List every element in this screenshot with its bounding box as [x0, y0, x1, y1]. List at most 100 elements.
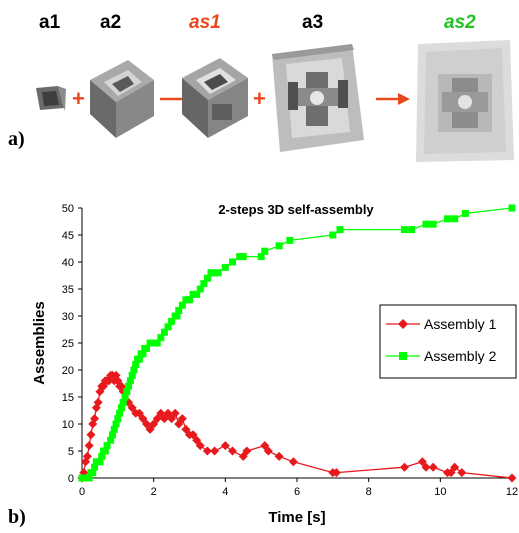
label-a2: a2: [100, 12, 122, 33]
panel-b-letter: b): [8, 506, 26, 528]
data-point: [98, 452, 106, 460]
legend-entry-assembly-1: Assembly 1: [386, 316, 497, 332]
x-tick-label: 2: [151, 486, 157, 498]
y-tick-label: 25: [62, 338, 74, 350]
data-point: [117, 404, 125, 412]
data-point: [202, 446, 212, 456]
chart-title: 2-steps 3D self-assembly: [218, 202, 374, 217]
y-tick-label: 40: [62, 257, 74, 269]
component-as2-image: [416, 40, 514, 162]
data-point: [91, 463, 99, 471]
legend-marker-diamond-icon: [398, 319, 408, 329]
data-point: [89, 469, 97, 477]
data-point: [82, 451, 92, 461]
data-point: [132, 361, 140, 369]
data-point: [189, 290, 197, 298]
data-point: [408, 226, 416, 234]
label-as2: as2: [444, 12, 476, 33]
data-point: [157, 334, 165, 342]
data-point: [125, 382, 133, 390]
label-as1: as1: [189, 12, 221, 33]
component-as1-image: [182, 58, 248, 138]
data-point: [114, 415, 122, 423]
data-point: [107, 436, 115, 444]
component-a1-image: [36, 86, 66, 111]
data-point: [168, 317, 176, 325]
data-point: [257, 253, 265, 261]
arrow-2-icon: [376, 93, 410, 105]
data-point: [331, 468, 341, 478]
data-point: [85, 474, 93, 482]
data-point: [200, 280, 208, 288]
data-point: [130, 366, 138, 374]
data-point: [177, 414, 187, 424]
data-point: [228, 446, 237, 456]
data-point: [428, 462, 438, 472]
data-point: [239, 253, 247, 261]
plus-operator-1: +: [72, 86, 85, 111]
component-a2-image: [90, 60, 154, 138]
data-point: [143, 344, 150, 352]
data-point: [123, 388, 131, 396]
data-point: [182, 296, 190, 304]
data-point: [146, 339, 154, 347]
legend-marker-square-icon: [399, 352, 407, 360]
y-axis-label: Assemblies: [31, 301, 48, 384]
data-point: [112, 420, 120, 428]
data-point: [78, 474, 86, 482]
x-tick-label: 8: [366, 486, 372, 498]
x-tick-label: 4: [222, 486, 228, 498]
data-point: [236, 253, 244, 261]
component-a3-image: [272, 44, 364, 152]
data-point: [422, 220, 430, 228]
data-point: [507, 473, 517, 483]
y-tick-label: 0: [68, 473, 74, 485]
data-point: [90, 414, 100, 424]
label-a3: a3: [302, 12, 324, 33]
label-a1: a1: [39, 12, 61, 33]
data-point: [150, 339, 158, 347]
data-point: [93, 397, 103, 407]
data-point: [108, 431, 116, 439]
data-point: [288, 457, 298, 467]
data-point: [196, 285, 204, 293]
data-point: [126, 377, 134, 385]
data-point: [175, 307, 183, 315]
data-point: [400, 462, 409, 472]
data-point: [116, 409, 124, 417]
data-point: [275, 242, 283, 250]
data-point: [203, 274, 211, 282]
data-point: [92, 458, 100, 466]
data-point: [103, 442, 111, 450]
data-point: [401, 226, 408, 234]
data-point: [429, 220, 437, 228]
y-tick-label: 20: [62, 365, 74, 377]
data-point: [121, 393, 129, 401]
data-point: [220, 441, 230, 451]
y-tick-label: 30: [62, 311, 74, 323]
data-point: [84, 441, 94, 451]
data-point: [110, 425, 118, 433]
y-tick-label: 45: [62, 230, 74, 242]
data-point: [229, 258, 236, 266]
plus-operator-2: +: [253, 86, 266, 111]
data-point: [210, 446, 220, 456]
data-point: [173, 312, 181, 320]
data-point: [214, 269, 222, 277]
data-point: [207, 269, 215, 277]
data-point: [195, 441, 205, 451]
y-tick-label: 10: [62, 419, 74, 431]
data-point: [128, 371, 136, 379]
x-tick-label: 10: [434, 486, 446, 498]
data-point: [164, 323, 172, 331]
data-point: [444, 215, 451, 223]
data-point: [451, 215, 459, 223]
data-point: [160, 328, 168, 336]
legend-label-assembly-1: Assembly 1: [424, 316, 497, 332]
data-point: [461, 209, 469, 217]
data-point: [193, 290, 201, 298]
y-tick-label: 15: [62, 392, 74, 404]
y-tick-label: 50: [62, 203, 74, 215]
series-2: [78, 204, 516, 482]
